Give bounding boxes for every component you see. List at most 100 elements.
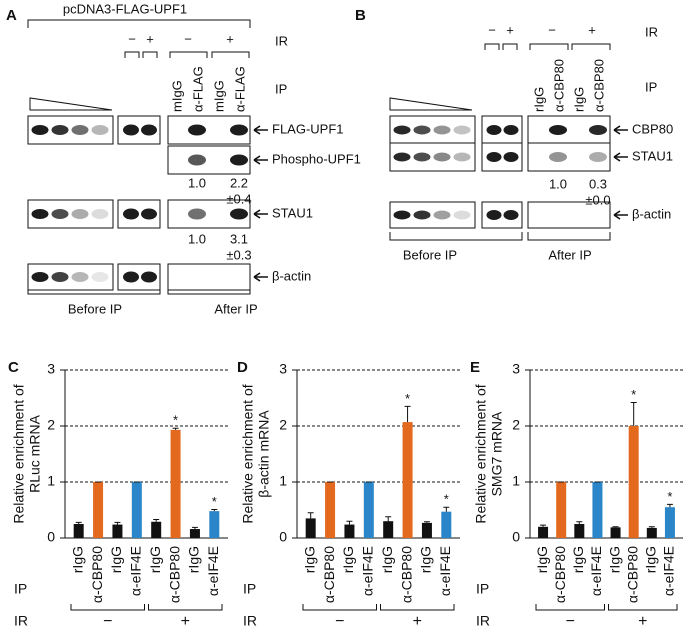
band xyxy=(31,209,49,219)
y-axis-label: RLuc mRNA xyxy=(27,414,43,492)
band xyxy=(230,124,248,136)
band xyxy=(393,210,411,220)
group-label: − xyxy=(103,613,112,630)
error-bar xyxy=(576,521,583,524)
band xyxy=(51,125,69,135)
bar xyxy=(441,511,452,538)
ip-label: IP xyxy=(275,81,287,96)
group-label: − xyxy=(335,613,344,630)
band xyxy=(453,210,471,220)
bar xyxy=(538,526,549,538)
band xyxy=(549,152,567,162)
band xyxy=(31,125,49,135)
error-bar xyxy=(666,503,673,508)
x-tick-label: α-CBP80 xyxy=(321,546,337,603)
blot-box xyxy=(27,199,114,229)
arrow xyxy=(253,272,268,282)
bracket xyxy=(484,43,611,50)
group-label: + xyxy=(413,613,422,630)
bar xyxy=(402,422,413,538)
bar xyxy=(151,521,162,538)
x-tick-label: rIgG xyxy=(340,546,356,573)
bar xyxy=(305,518,316,538)
panel-letter: E xyxy=(470,359,480,376)
x-tick-label: rIgG xyxy=(606,546,622,573)
band xyxy=(486,152,502,162)
y-tick-label: 2 xyxy=(279,417,287,433)
lane-label: mIgG xyxy=(169,80,184,112)
blot-box xyxy=(527,142,611,172)
arrow xyxy=(253,155,268,165)
band xyxy=(486,210,502,220)
bar xyxy=(383,521,394,538)
bar xyxy=(93,482,104,538)
band xyxy=(453,152,471,162)
ir-plus: + xyxy=(506,22,514,37)
error-bar xyxy=(75,521,82,524)
panel-letter: B xyxy=(355,7,366,24)
y-tick-label: 2 xyxy=(512,417,520,433)
before-ip: Before IP xyxy=(403,247,457,262)
ir-minus: − xyxy=(548,22,556,37)
quant: 2.2 xyxy=(230,175,248,190)
error-bar xyxy=(191,526,198,530)
before-ip: Before IP xyxy=(68,301,122,316)
bar xyxy=(344,524,355,538)
row-label: β-actin xyxy=(272,268,311,283)
ip-label: IP xyxy=(476,581,489,597)
ir-label: IR xyxy=(645,24,658,39)
ir-label: IR xyxy=(14,613,28,629)
panel-letter: A xyxy=(6,7,17,24)
panel-letter: C xyxy=(8,359,19,376)
lane-label: α-FLAG xyxy=(232,66,247,112)
y-tick-label: 0 xyxy=(279,529,287,545)
row-label: STAU1 xyxy=(632,148,673,163)
error-bar xyxy=(540,524,547,527)
ir-label: IR xyxy=(275,33,288,48)
lane-label: α-CBP80 xyxy=(591,59,606,112)
row-label: CBP80 xyxy=(632,121,673,136)
x-tick-label: α-CBP80 xyxy=(89,546,105,603)
ip-label: IP xyxy=(645,79,657,94)
ir-plus: + xyxy=(226,31,234,46)
quant: 1.0 xyxy=(188,231,206,246)
bracket xyxy=(124,51,250,58)
x-tick-label: α-CBP80 xyxy=(552,546,568,603)
y-tick-label: 3 xyxy=(512,361,520,377)
y-tick-label: 2 xyxy=(47,417,55,433)
bracket xyxy=(27,19,251,28)
significance: * xyxy=(667,489,672,504)
band xyxy=(141,124,157,136)
construct-label: pcDNA3-FLAG-UPF1 xyxy=(63,1,187,16)
band xyxy=(589,125,607,135)
arrow xyxy=(613,125,628,135)
blot-box xyxy=(167,263,251,291)
group-bracket xyxy=(535,604,605,611)
gradient-wedge xyxy=(389,97,473,111)
bar xyxy=(646,527,657,538)
arrow xyxy=(613,210,628,220)
x-tick-label: rIgG xyxy=(108,546,124,573)
arrow xyxy=(253,209,268,219)
group-bracket xyxy=(608,604,678,611)
lane-label: α-FLAG xyxy=(190,66,205,112)
band xyxy=(413,210,431,220)
x-tick-label: rIgG xyxy=(418,546,434,573)
band xyxy=(453,125,471,135)
y-tick-label: 3 xyxy=(47,361,55,377)
x-tick-label: α-eIF4E xyxy=(588,546,604,596)
quant: 0.3 xyxy=(589,176,607,191)
group-bracket xyxy=(302,604,377,611)
gradient-wedge xyxy=(29,97,113,111)
row-label: β-actin xyxy=(632,206,671,221)
quant: ±0.0 xyxy=(585,192,610,207)
bracket xyxy=(389,232,611,241)
bar xyxy=(574,524,585,538)
ir-plus: + xyxy=(588,22,596,37)
row-label: Phospho-UPF1 xyxy=(272,151,361,166)
y-axis-label: Relative enrichment of xyxy=(473,384,489,523)
group-label: + xyxy=(181,613,190,630)
lane-label: α-CBP80 xyxy=(551,59,566,112)
x-tick-label: rIgG xyxy=(69,546,85,573)
